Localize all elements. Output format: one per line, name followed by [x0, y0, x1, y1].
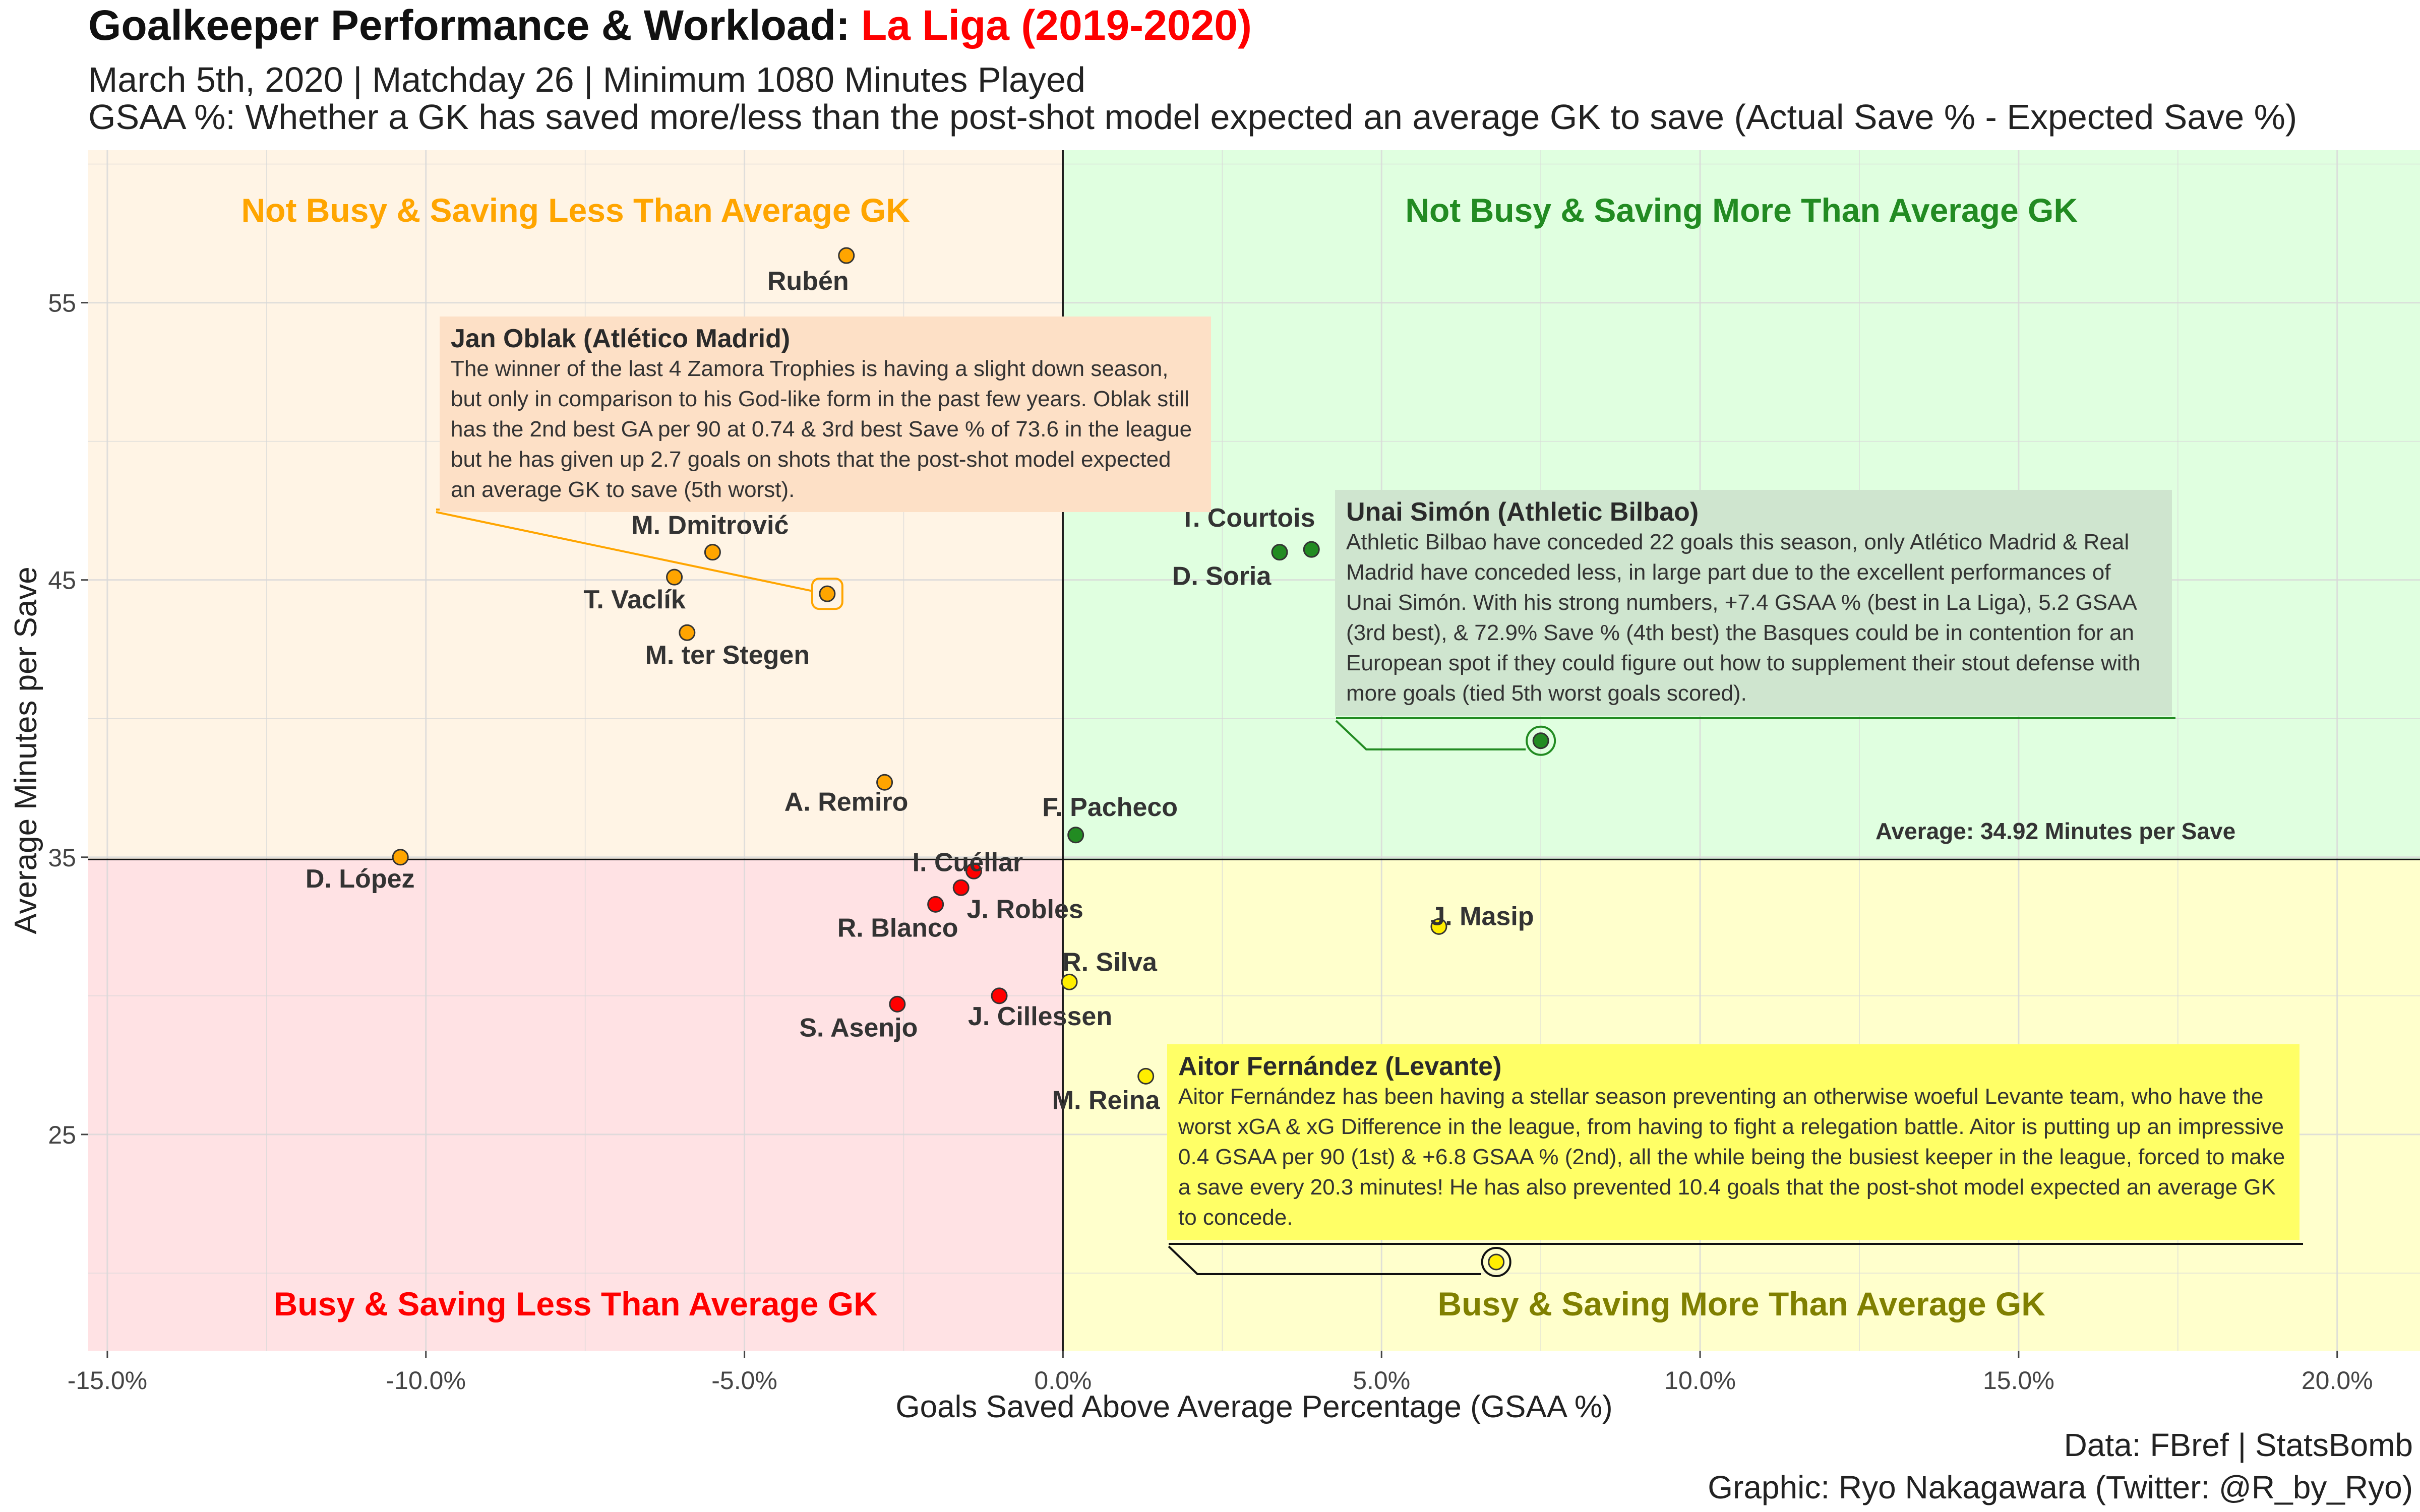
- quadrant-label-1: Not Busy & Saving Less Than Average GK: [241, 192, 910, 229]
- point-label: M. ter Stegen: [645, 641, 810, 670]
- x-tick-label: 15.0%: [1983, 1366, 2054, 1395]
- y-tick-label: 25: [48, 1121, 76, 1149]
- oblak-highlight: [811, 578, 843, 610]
- data-points: [392, 247, 1549, 1271]
- point-label: M. Dmitrović: [631, 511, 789, 540]
- quadrant-label-4: Busy & Saving More Than Average GK: [1437, 1285, 2045, 1322]
- data-point: [1430, 918, 1447, 935]
- annotation-simon-text: Athletic Bilbao have conceded 22 goals t…: [1346, 530, 2141, 706]
- credits: Data: FBref | StatsBomb Graphic: Ryo Nak…: [1708, 1424, 2413, 1508]
- x-tick-label: 5.0%: [1353, 1366, 1410, 1395]
- point-label: T. Vaclík: [583, 585, 685, 614]
- chart-title: Goalkeeper Performance & Workload: La Lig…: [88, 1, 1252, 50]
- x-tick-label: 0.0%: [1034, 1366, 1092, 1395]
- data-point: [952, 879, 970, 896]
- annotation-aitor-title: Aitor Fernández (Levante): [1178, 1052, 1502, 1081]
- y-axis-label: Average Minutes per Save: [9, 566, 43, 934]
- y-tick-label: 35: [48, 844, 76, 872]
- title-league: La Liga (2019-2020): [861, 2, 1252, 49]
- data-point: [1488, 1253, 1505, 1271]
- annotation-aitor: Aitor Fernández (Levante) Aitor Fernánde…: [1167, 1044, 2300, 1240]
- data-point: [1303, 541, 1320, 558]
- data-point: [704, 544, 721, 561]
- oblak-leader: [436, 511, 812, 592]
- x-tick-label: -10.0%: [386, 1366, 466, 1395]
- chart-subtitle: March 5th, 2020 | Matchday 26 | Minimum …: [88, 60, 1085, 99]
- point-label: R. Blanco: [837, 913, 958, 942]
- data-point: [666, 569, 683, 586]
- point-label: S. Asenjo: [799, 1013, 918, 1042]
- annotation-simon-title: Unai Simón (Athletic Bilbao): [1346, 497, 1699, 527]
- point-label: J. Cillessen: [968, 1002, 1112, 1031]
- x-axis-label: Goals Saved Above Average Percentage (GS…: [895, 1390, 1612, 1424]
- annotation-simon: Unai Simón (Athletic Bilbao) Athletic Bi…: [1335, 490, 2172, 716]
- quadrant-label-3: Busy & Saving Less Than Average GK: [274, 1285, 878, 1322]
- annotation-aitor-text: Aitor Fernández has been having a stella…: [1178, 1084, 2285, 1230]
- point-label: D. Soria: [1172, 562, 1272, 591]
- chart-caption: GSAA %: Whether a GK has saved more/less…: [88, 97, 2297, 137]
- point-label: J. Masip: [1430, 902, 1534, 931]
- x-tick-label: -15.0%: [68, 1366, 147, 1395]
- x-tick-label: 20.0%: [2302, 1366, 2373, 1395]
- quadrant-bg-3: [88, 859, 1063, 1351]
- simon-leader: [1335, 720, 1526, 750]
- annotation-oblak: Jan Oblak (Atlético Madrid) The winner o…: [440, 317, 1211, 512]
- data-point: [1061, 973, 1078, 990]
- title-main: Goalkeeper Performance & Workload:: [88, 2, 850, 49]
- point-label: I. Cuéllar: [913, 848, 1023, 877]
- data-point: [1137, 1067, 1155, 1085]
- y-tick-label: 45: [48, 566, 76, 595]
- quadrant-labels: Not Busy & Saving Less Than Average GK No…: [241, 192, 2078, 1322]
- data-point: [889, 995, 906, 1013]
- average-label: Average: 34.92 Minutes per Save: [1876, 818, 2235, 844]
- point-label: Rubén: [767, 267, 849, 296]
- axes: -15.0% -10.0% -5.0% 0.0% 5.0% 10.0% 15.0% 20.0%…: [9, 289, 2373, 1424]
- data-point: [679, 624, 696, 641]
- point-label: D. López: [306, 864, 415, 894]
- quadrant-label-2: Not Busy & Saving More Than Average GK: [1405, 192, 2078, 229]
- annotation-oblak-title: Jan Oblak (Atlético Madrid): [451, 324, 791, 353]
- data-point: [392, 849, 409, 866]
- point-label: J. Robles: [967, 895, 1083, 924]
- data-point: [876, 774, 893, 791]
- simon-highlight: [1526, 725, 1556, 756]
- data-point: [819, 585, 836, 602]
- y-tick-label: 55: [48, 289, 76, 318]
- point-label: A. Remiro: [784, 787, 909, 816]
- data-point: [991, 987, 1008, 1004]
- point-label: M. Reina: [1052, 1086, 1161, 1115]
- data-point: [1532, 732, 1549, 749]
- data-point: [1067, 827, 1084, 844]
- data-point: [965, 862, 982, 879]
- point-labels: Rubén M. Dmitrović T. Vaclík M. ter Stegen A…: [306, 267, 1534, 1115]
- data-point: [927, 896, 944, 913]
- annotation-oblak-text: The winner of the last 4 Zamora Trophies…: [451, 356, 1192, 502]
- data-point: [1271, 544, 1288, 561]
- x-tick-label: -5.0%: [711, 1366, 777, 1395]
- data-point: [838, 247, 855, 264]
- point-label: F. Pacheco: [1042, 793, 1178, 822]
- credits-graphic: Graphic: Ryo Nakagawara (Twitter: @R_by_…: [1708, 1469, 2413, 1505]
- aitor-highlight: [1481, 1246, 1511, 1277]
- point-label: R. Silva: [1062, 948, 1158, 977]
- credits-data: Data: FBref | StatsBomb: [2064, 1427, 2413, 1463]
- x-tick-label: 10.0%: [1664, 1366, 1736, 1395]
- aitor-leader: [1168, 1245, 1481, 1275]
